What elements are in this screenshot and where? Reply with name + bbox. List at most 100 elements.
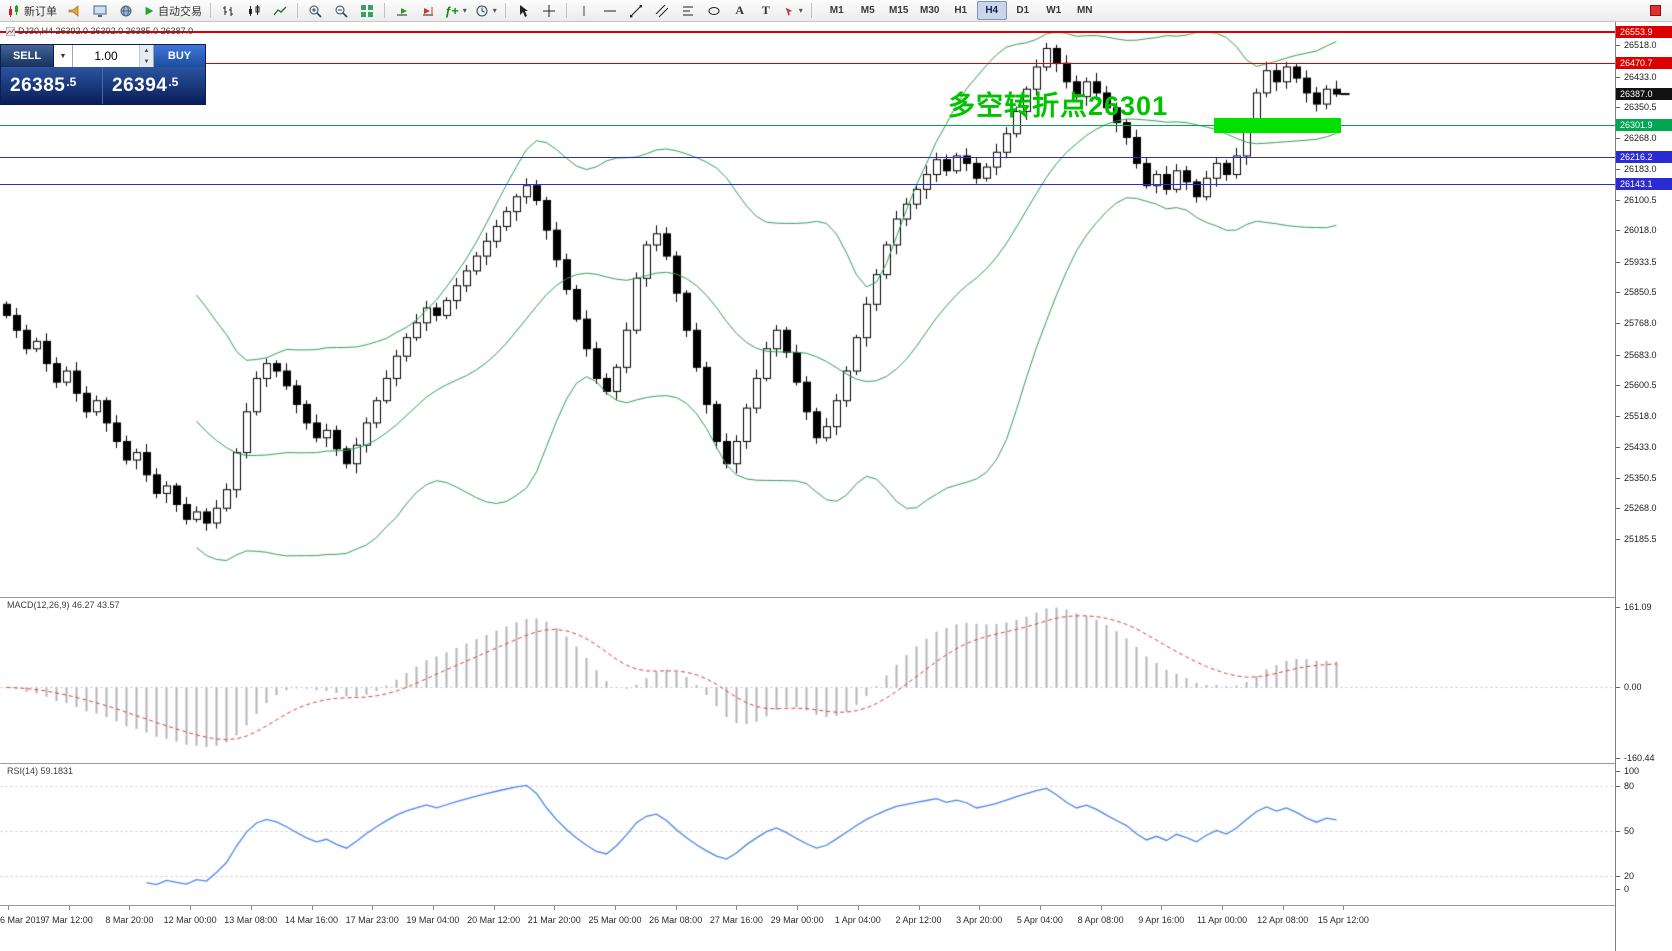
panel-separator[interactable] bbox=[0, 905, 1672, 906]
timeframe-button-M1[interactable]: M1 bbox=[829, 5, 844, 16]
price-scale[interactable]: 26518.0 26433.0 26350.5 26268.0 26183.0 26100… bbox=[1615, 22, 1672, 951]
price-tick: 26518.0 bbox=[1616, 40, 1672, 50]
time-tick bbox=[311, 906, 313, 910]
buy-button[interactable]: BUY bbox=[154, 45, 205, 67]
panel-separator[interactable] bbox=[0, 763, 1672, 764]
timeframe-button-M15[interactable]: M15 bbox=[889, 5, 909, 16]
time-tick bbox=[1343, 906, 1345, 910]
channel-icon bbox=[655, 4, 669, 17]
time-label: 6 Mar 2019 bbox=[0, 915, 46, 925]
clock-icon bbox=[476, 5, 488, 16]
chevron-down-icon: ▾ bbox=[462, 6, 467, 15]
alert-indicator-icon[interactable] bbox=[1650, 5, 1661, 16]
label-tool-icon: T bbox=[761, 3, 770, 17]
line-chart-mode-button[interactable] bbox=[267, 1, 293, 21]
tile-windows-icon bbox=[361, 4, 373, 17]
price-tick: 25518.0 bbox=[1616, 411, 1672, 421]
price-tick: 26183.0 bbox=[1616, 164, 1672, 174]
bar-chart-mode-button[interactable] bbox=[215, 1, 241, 21]
time-label: 12 Apr 08:00 bbox=[1257, 915, 1309, 925]
main-chart-canvas[interactable] bbox=[0, 22, 1615, 597]
time-label: 21 Mar 20:00 bbox=[527, 915, 581, 925]
arrows-tool-button[interactable]: ▾ bbox=[779, 1, 807, 21]
price-tick: 25268.0 bbox=[1616, 503, 1672, 513]
time-tick bbox=[1222, 906, 1223, 910]
time-label: 7 Mar 12:00 bbox=[44, 915, 93, 925]
time-axis[interactable]: 6 Mar 2019 7 Mar 12:00 8 Mar 20:00 12 Mar 0… bbox=[0, 906, 1615, 951]
cursor-tool-button[interactable] bbox=[510, 1, 536, 21]
horn-icon bbox=[68, 4, 79, 17]
rsi-indicator-canvas[interactable] bbox=[0, 764, 1615, 905]
timeframe-button-MN[interactable]: MN bbox=[1076, 5, 1093, 16]
stepper-down-icon[interactable]: ▼ bbox=[140, 56, 153, 67]
horizontal-line-tool-button[interactable] bbox=[597, 1, 623, 21]
macd-indicator-canvas[interactable] bbox=[0, 598, 1615, 763]
time-tick bbox=[554, 906, 556, 910]
marketwatch-button[interactable] bbox=[61, 1, 87, 21]
rsi-axis-label: 20 bbox=[1616, 871, 1672, 881]
new-order-button[interactable]: 新订单 bbox=[3, 1, 61, 21]
price-tick: 25683.0 bbox=[1616, 350, 1672, 360]
auto-scroll-button[interactable] bbox=[389, 1, 415, 21]
label-tool-button[interactable]: T bbox=[753, 1, 779, 21]
toolbar-separator bbox=[565, 3, 567, 18]
toolbar-separator bbox=[210, 3, 211, 18]
timeframe-button-H4[interactable]: H4 bbox=[976, 1, 1007, 20]
toolbar-separator bbox=[504, 3, 506, 18]
price-tag: 26553.9 bbox=[1616, 25, 1672, 38]
time-tick bbox=[1100, 906, 1102, 910]
time-tick bbox=[8, 906, 9, 910]
price-tick: 25600.5 bbox=[1616, 380, 1672, 390]
volume-dropdown[interactable]: ▼ bbox=[54, 45, 73, 67]
indicators-button[interactable]: ƒ+ ▾ bbox=[441, 1, 471, 21]
vertical-line-tool-button[interactable] bbox=[571, 1, 597, 21]
price-tick: 25768.0 bbox=[1616, 318, 1672, 328]
price-tick: 25350.5 bbox=[1616, 473, 1672, 483]
price-tag: 26301.9 bbox=[1616, 119, 1672, 132]
time-tick bbox=[1161, 906, 1163, 910]
autotrading-button[interactable]: 自动交易 bbox=[139, 1, 206, 21]
stepper-up-icon[interactable]: ▲ bbox=[140, 45, 153, 56]
volume-input[interactable] bbox=[73, 45, 139, 67]
shapes-tool-button[interactable] bbox=[701, 1, 727, 21]
navigator-button[interactable] bbox=[113, 1, 139, 21]
symbol-ohlc-text: DJ30,H4 26392.0 26392.0 26385.0 26387.0 bbox=[18, 26, 194, 36]
periods-button[interactable]: ▾ bbox=[471, 1, 501, 21]
text-tool-button[interactable]: A bbox=[727, 1, 753, 21]
zoom-out-button[interactable] bbox=[328, 1, 354, 21]
chart-header: DJ30,H4 26392.0 26392.0 26385.0 26387.0 bbox=[6, 26, 193, 36]
toolbar-separator bbox=[384, 3, 385, 18]
tile-windows-button[interactable] bbox=[354, 1, 380, 21]
chart-shift-button[interactable] bbox=[415, 1, 441, 21]
timeframe-button-D1[interactable]: D1 bbox=[1016, 5, 1030, 16]
globe-icon bbox=[120, 5, 132, 16]
price-tick: 25850.5 bbox=[1616, 287, 1672, 297]
chart-annotation-text[interactable]: 多空转折点26301 bbox=[948, 91, 1169, 121]
fibonacci-tool-button[interactable] bbox=[675, 1, 701, 21]
time-tick bbox=[129, 906, 131, 910]
time-label: 13 Mar 08:00 bbox=[224, 915, 278, 925]
candle-chart-mode-button[interactable] bbox=[241, 1, 267, 21]
panel-separator[interactable] bbox=[0, 597, 1672, 598]
chart-window-icon bbox=[6, 26, 15, 36]
zoom-in-button[interactable] bbox=[302, 1, 328, 21]
sell-button[interactable]: SELL bbox=[1, 45, 54, 67]
terminal-button[interactable] bbox=[87, 1, 113, 21]
buy-price: 26394 .5 bbox=[103, 67, 205, 104]
timeframe-button-W1[interactable]: W1 bbox=[1046, 5, 1062, 16]
timeframe-button-M30[interactable]: M30 bbox=[920, 5, 940, 16]
trendline-tool-button[interactable] bbox=[623, 1, 649, 21]
time-label: 15 Apr 12:00 bbox=[1317, 915, 1369, 925]
toolbar-separator bbox=[297, 3, 298, 18]
time-label: 20 Mar 12:00 bbox=[467, 915, 521, 925]
price-tick: 25933.5 bbox=[1616, 257, 1672, 267]
time-tick bbox=[250, 906, 252, 910]
channel-tool-button[interactable] bbox=[649, 1, 675, 21]
timeframe-button-M5[interactable]: M5 bbox=[860, 5, 875, 16]
timeframe-button-H1[interactable]: H1 bbox=[954, 5, 968, 16]
trade-controls-row: SELL ▼ ▲ ▼ BUY bbox=[1, 45, 205, 67]
price-tick: 26100.5 bbox=[1616, 195, 1672, 205]
crosshair-tool-button[interactable] bbox=[536, 1, 562, 21]
price-tick: 26433.0 bbox=[1616, 72, 1672, 82]
